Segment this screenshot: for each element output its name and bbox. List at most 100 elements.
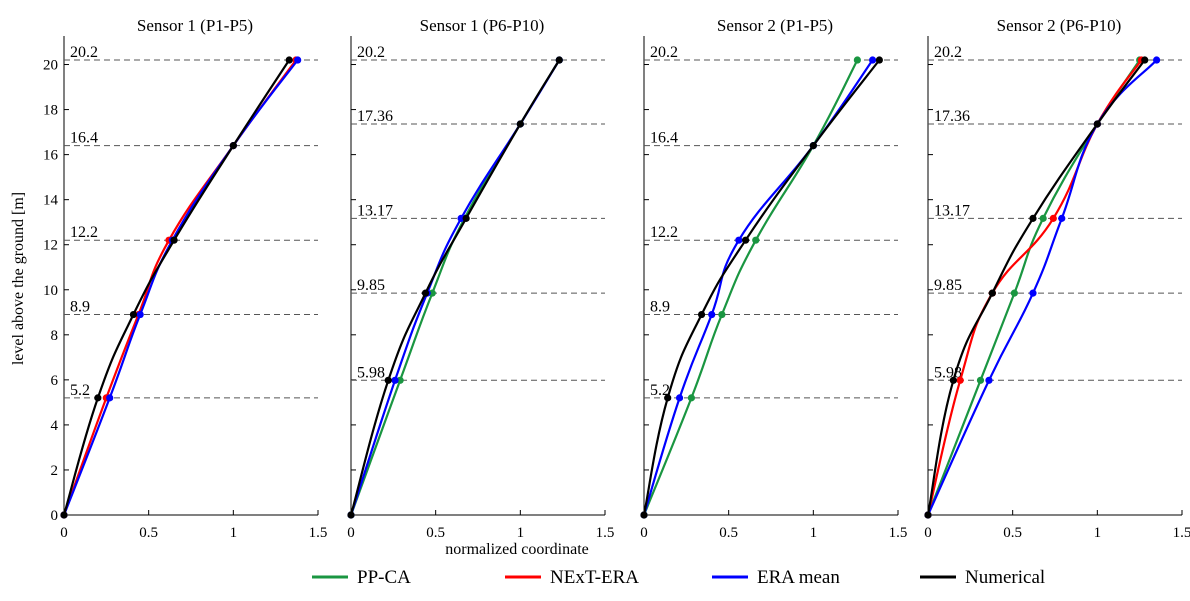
y-tick-label: 16	[43, 148, 59, 164]
data-point	[956, 376, 964, 384]
data-point	[129, 310, 138, 319]
level-label: 12.2	[70, 224, 98, 241]
data-point	[735, 236, 743, 244]
x-tick-label: 1	[1094, 525, 1102, 541]
x-axis-label: normalized coordinate	[445, 541, 589, 558]
x-tick-label: 1.5	[1173, 525, 1190, 541]
x-tick-label: 1	[810, 525, 818, 541]
series-line-era-mean	[926, 59, 1158, 516]
x-tick-label: 0.5	[139, 525, 158, 541]
data-point	[384, 376, 392, 384]
data-point	[976, 376, 985, 384]
data-point	[718, 310, 726, 319]
level-label: 8.9	[650, 299, 670, 316]
data-point	[555, 56, 563, 64]
data-point	[428, 289, 436, 297]
y-tick-label: 10	[43, 283, 58, 299]
data-point	[853, 56, 861, 64]
data-point	[640, 511, 648, 519]
y-tick-label: 12	[43, 238, 58, 254]
level-label: 5.2	[70, 382, 90, 399]
data-point	[462, 214, 470, 222]
level-label: 20.2	[70, 44, 98, 61]
level-label: 8.9	[70, 299, 90, 316]
data-point	[391, 376, 399, 384]
series-line-era-mean	[642, 59, 874, 516]
data-point	[1049, 214, 1057, 222]
panel-title: Sensor 1 (P6-P10)	[420, 16, 545, 35]
data-point	[421, 289, 430, 297]
level-label: 13.17	[934, 202, 970, 219]
data-point	[985, 376, 993, 384]
data-point	[752, 236, 760, 244]
data-point	[1093, 120, 1101, 128]
series-line-numerical	[642, 59, 881, 516]
level-label: 12.2	[650, 224, 678, 241]
series-line-next-era	[62, 59, 297, 516]
panel-title: Sensor 2 (P1-P5)	[717, 16, 833, 35]
panel-4: Sensor 2 (P6-P10)0 0.5 1 1.55.989.8513.1717…	[924, 16, 1190, 541]
y-tick-label: 4	[51, 418, 59, 434]
x-tick-label: 0.5	[1003, 525, 1022, 541]
level-label: 9.85	[357, 277, 385, 294]
data-point	[1010, 289, 1018, 297]
x-tick-label: 0	[924, 525, 932, 541]
level-label: 20.2	[934, 44, 962, 61]
level-label: 20.2	[650, 44, 678, 61]
data-point	[347, 511, 355, 519]
level-label: 13.17	[357, 202, 393, 219]
data-point	[1153, 56, 1161, 64]
legend: PP-CA NExT-ERA ERA mean Numerical	[312, 567, 1045, 588]
data-point	[396, 376, 404, 384]
x-tick-label: 1.5	[889, 525, 908, 541]
level-label: 17.36	[934, 108, 970, 125]
data-point	[229, 142, 237, 150]
x-tick-label: 0.5	[426, 525, 445, 541]
x-tick-label: 1.5	[596, 525, 615, 541]
y-tick-label: 8	[51, 328, 59, 344]
level-label: 5.2	[650, 382, 670, 399]
data-point	[1141, 56, 1149, 64]
data-point	[869, 56, 877, 64]
level-label: 9.85	[934, 277, 962, 294]
level-label: 16.4	[650, 130, 678, 147]
level-label: 17.36	[357, 108, 393, 125]
panel-title: Sensor 2 (P6-P10)	[997, 16, 1122, 35]
y-tick-label: 20	[43, 58, 58, 74]
legend-label: ERA mean	[757, 567, 840, 588]
x-tick-label: 0.5	[719, 525, 738, 541]
x-tick-label: 1	[517, 525, 525, 541]
data-point	[664, 394, 672, 402]
y-tick-label: 6	[51, 373, 59, 389]
data-point	[809, 142, 817, 150]
data-point	[60, 511, 68, 519]
panel-title: Sensor 1 (P1-P5)	[137, 16, 253, 35]
data-point	[697, 310, 706, 319]
level-label: 20.2	[357, 44, 385, 61]
legend-label: Numerical	[965, 567, 1045, 588]
data-point	[708, 310, 716, 319]
y-tick-label: 18	[43, 103, 58, 119]
series-line-numerical	[62, 59, 291, 516]
data-point	[136, 310, 144, 319]
series-line-era-mean	[62, 59, 299, 516]
legend-label: NExT-ERA	[550, 567, 639, 588]
data-point	[988, 289, 996, 297]
y-tick-label: 2	[51, 463, 59, 479]
data-point	[285, 56, 293, 64]
data-point	[1058, 214, 1066, 222]
data-point	[1039, 214, 1047, 222]
chart-panels: Sensor 1 (P1-P5)0 0.5 1 1.50246810121416182…	[43, 16, 1190, 541]
x-tick-label: 0	[60, 525, 68, 541]
data-point	[924, 511, 932, 519]
x-tick-label: 0	[347, 525, 355, 541]
data-point	[687, 394, 696, 402]
data-point	[170, 236, 178, 244]
data-point	[1029, 289, 1037, 297]
panel-2: Sensor 1 (P6-P10) 0 0.5 1 1.5 5.98 9.85 13.17 17…	[347, 16, 614, 541]
data-point	[949, 376, 958, 384]
y-tick-label: 14	[43, 193, 59, 209]
data-point	[875, 56, 883, 64]
data-point	[742, 236, 750, 244]
